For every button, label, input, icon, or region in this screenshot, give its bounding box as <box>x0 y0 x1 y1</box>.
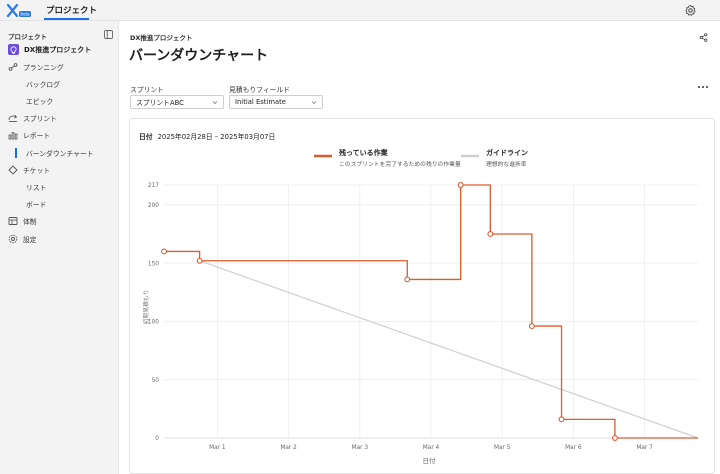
breadcrumb[interactable]: DX推進プロジェクト <box>130 34 193 42</box>
sidebar-item-label: バックログ <box>26 81 60 89</box>
more-options-icon[interactable] <box>697 84 709 90</box>
remaining-data-point <box>161 248 167 255</box>
planning-icon <box>8 63 18 71</box>
settings-icon <box>8 234 18 244</box>
share-icon[interactable] <box>699 33 708 42</box>
legend-remaining-name: 残っている作業 <box>339 148 389 157</box>
sidebar-project[interactable]: DX推進プロジェクト <box>8 43 91 56</box>
guideline-series-line <box>199 260 699 439</box>
remaining-data-point <box>487 231 494 237</box>
sidebar-item-backlog[interactable]: バックログ <box>26 78 60 90</box>
sidebar-item-label: プランニング <box>23 64 64 72</box>
project-icon <box>8 44 19 55</box>
sidebar-item-label: リスト <box>26 184 47 192</box>
sidebar-item-label: バーンダウンチャート <box>26 150 94 158</box>
chart-grid <box>164 184 698 439</box>
chevron-down-icon <box>212 101 218 105</box>
y-axis-label: 初期見積もり <box>142 290 150 325</box>
remaining-data-point <box>196 257 203 264</box>
y-tick-label: 50 <box>152 378 160 384</box>
report-icon <box>8 132 18 140</box>
sidebar-active-indicator <box>15 148 17 158</box>
x-tick-label: Mar 2 <box>280 445 297 451</box>
sidebar: プロジェクト DX推進プロジェクト プランニング バックログ エピック スプリン… <box>0 21 118 474</box>
estimate-select-value: Initial Estimate <box>235 98 286 106</box>
sidebar-item-planning[interactable]: プランニング <box>8 61 64 73</box>
sidebar-item-label: 体制 <box>23 218 37 226</box>
page-title: バーンダウンチャート <box>129 48 269 64</box>
sidebar-item-settings[interactable]: 設定 <box>8 233 37 245</box>
main-panel: DX推進プロジェクト バーンダウンチャート スプリント スプリントABC 見積も… <box>118 21 720 474</box>
sidebar-item-burndown[interactable]: バーンダウンチャート <box>26 147 94 159</box>
x-tick-label: Mar 4 <box>423 445 440 451</box>
remaining-data-point <box>611 435 618 441</box>
sprint-filter-label: スプリント <box>130 86 164 94</box>
legend-guideline-desc: 理想的な進捗率 <box>486 160 527 168</box>
gear-icon[interactable] <box>684 4 697 17</box>
x-tick-label: Mar 3 <box>352 445 369 451</box>
x-tick-label: Mar 5 <box>494 445 511 451</box>
sprint-select[interactable]: スプリントABC <box>130 95 224 109</box>
sidebar-item-label: ボード <box>26 201 47 209</box>
remaining-data-point <box>404 276 411 283</box>
sidebar-item-label: レポート <box>23 132 51 140</box>
sidebar-header: プロジェクト <box>8 33 47 41</box>
y-tick-label: 217 <box>148 183 159 189</box>
y-tick-label: 0 <box>155 436 159 442</box>
sidebar-item-ticket[interactable]: チケット <box>8 164 50 176</box>
top-bar: beta プロジェクト <box>0 0 720 21</box>
chart-legend: 残っている作業 このスプリントを完了するための残りの作業量 ガイドライン 理想的… <box>314 148 528 168</box>
x-tick-label: Mar 6 <box>565 445 582 451</box>
sprint-icon <box>8 115 18 122</box>
remaining-data-point <box>528 323 535 330</box>
sidebar-item-label: エピック <box>26 98 54 106</box>
logo-badge-text: beta <box>20 12 30 17</box>
team-icon <box>8 217 18 225</box>
sprint-select-value: スプリントABC <box>136 99 184 107</box>
date-range-value: 2025年02月28日 – 2025年03月07日 <box>157 133 276 141</box>
sidebar-item-sprint[interactable]: スプリント <box>8 112 57 124</box>
burndown-chart: 残っている作業 このスプリントを完了するための残りの作業量 ガイドライン 理想的… <box>142 148 699 465</box>
date-range: 日付 2025年02月28日 – 2025年03月07日 <box>139 131 275 141</box>
sidebar-item-board[interactable]: ボード <box>26 198 46 210</box>
remaining-data-point <box>558 416 565 423</box>
sidebar-collapse-icon[interactable] <box>104 30 113 39</box>
sidebar-item-label: スプリント <box>23 115 57 123</box>
x-axis-ticks: Mar 1 Mar 2 Mar 3 Mar 4 Mar 5 Mar 6 Mar 7 <box>209 445 653 451</box>
x-axis-label: 日付 <box>423 456 437 465</box>
project-name: DX推進プロジェクト <box>24 45 92 54</box>
y-tick-label: 200 <box>148 203 159 209</box>
sidebar-item-report[interactable]: レポート <box>8 129 50 141</box>
tab-project[interactable]: プロジェクト <box>46 6 98 16</box>
legend-guideline-name: ガイドライン <box>486 148 528 157</box>
chart-series <box>161 182 699 441</box>
sidebar-item-epic[interactable]: エピック <box>26 95 53 107</box>
estimate-select[interactable]: Initial Estimate <box>229 95 323 109</box>
x-tick-label: Mar 1 <box>209 445 226 451</box>
tab-active-indicator <box>44 18 89 20</box>
sidebar-item-label: 設定 <box>23 236 37 244</box>
ticket-icon <box>8 165 18 175</box>
sidebar-item-list[interactable]: リスト <box>26 181 46 193</box>
app-logo[interactable]: beta <box>6 3 32 18</box>
sidebar-item-team[interactable]: 体制 <box>8 215 37 227</box>
remaining-series-line <box>164 184 698 439</box>
estimate-filter-label: 見積もりフィールド <box>229 86 291 94</box>
date-range-label: 日付 <box>139 133 153 141</box>
remaining-data-point <box>457 182 464 188</box>
sidebar-item-label: チケット <box>23 167 51 175</box>
y-tick-label: 100 <box>148 320 159 326</box>
burndown-chart-card: 日付 2025年02月28日 – 2025年03月07日 残っている作業 このスプ… <box>129 118 715 474</box>
y-axis-ticks: 0 50 100 150 200 217 <box>148 183 159 442</box>
chevron-down-icon <box>311 101 317 105</box>
x-tick-label: Mar 7 <box>636 445 653 451</box>
y-tick-label: 150 <box>148 261 159 267</box>
legend-remaining-desc: このスプリントを完了するための残りの作業量 <box>339 160 461 168</box>
